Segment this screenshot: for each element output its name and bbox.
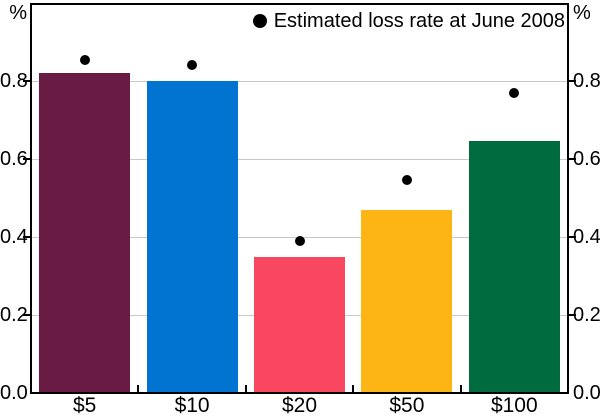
- y-axis-unit-right: %: [573, 2, 591, 24]
- x-category-label-$5: $5: [73, 394, 97, 417]
- bar-$20: [254, 256, 345, 393]
- x-category-label-$20: $20: [281, 394, 318, 417]
- y-tick-right-0.4: [569, 236, 576, 238]
- legend-black-dot-icon: [252, 14, 267, 28]
- y-tick-label-left-0.6: 0.6: [0, 148, 28, 170]
- y-tick-left-0.4: [23, 236, 30, 238]
- y-tick-label-right-0: 0.0: [573, 382, 600, 404]
- y-tick-right-0.8: [569, 80, 576, 82]
- dot-$20: [294, 235, 305, 246]
- frame-top: [30, 3, 569, 5]
- x-category-label-$100: $100: [490, 394, 538, 417]
- dot-$100: [509, 87, 520, 98]
- y-tick-label-right-0.8: 0.8: [573, 70, 600, 92]
- x-tick-2: [244, 385, 247, 392]
- x-tick-1: [137, 385, 140, 392]
- gridline-0.8: [31, 80, 568, 82]
- frame-bottom: [30, 392, 569, 394]
- legend-label: Estimated loss rate at June 2008: [273, 10, 565, 32]
- frame-left: [30, 3, 32, 394]
- gridline-0.6: [31, 158, 568, 160]
- y-tick-right-0.2: [569, 314, 576, 316]
- y-tick-left-0.8: [23, 80, 30, 82]
- frame-right: [567, 3, 569, 394]
- y-axis-unit-left: %: [9, 2, 27, 24]
- y-tick-label-left-0.8: 0.8: [0, 70, 28, 92]
- y-tick-label-right-0.2: 0.2: [573, 304, 600, 326]
- x-tick-4: [459, 385, 462, 392]
- y-tick-left-0.2: [23, 314, 30, 316]
- bar-$10: [146, 81, 238, 393]
- dot-$10: [187, 60, 198, 71]
- y-tick-right-0.6: [569, 158, 576, 160]
- y-tick-label-left-0: 0.0: [0, 382, 28, 404]
- dot-$50: [401, 175, 412, 186]
- bar-$5: [39, 73, 131, 393]
- x-tick-3: [352, 385, 355, 392]
- legend: Estimated loss rate at June 2008: [252, 9, 565, 33]
- y-tick-label-right-0.6: 0.6: [573, 148, 600, 170]
- y-tick-label-right-0.4: 0.4: [573, 226, 600, 248]
- bar-$50: [361, 209, 453, 393]
- y-tick-label-left-0.2: 0.2: [0, 304, 28, 326]
- dot-$5: [79, 54, 90, 65]
- x-category-label-$10: $10: [174, 394, 210, 417]
- y-tick-label-left-0.4: 0.4: [0, 226, 28, 248]
- x-category-label-$50: $50: [389, 394, 425, 417]
- y-tick-left-0.6: [23, 158, 30, 160]
- bar-$100: [468, 141, 560, 393]
- plot-area: [31, 3, 568, 393]
